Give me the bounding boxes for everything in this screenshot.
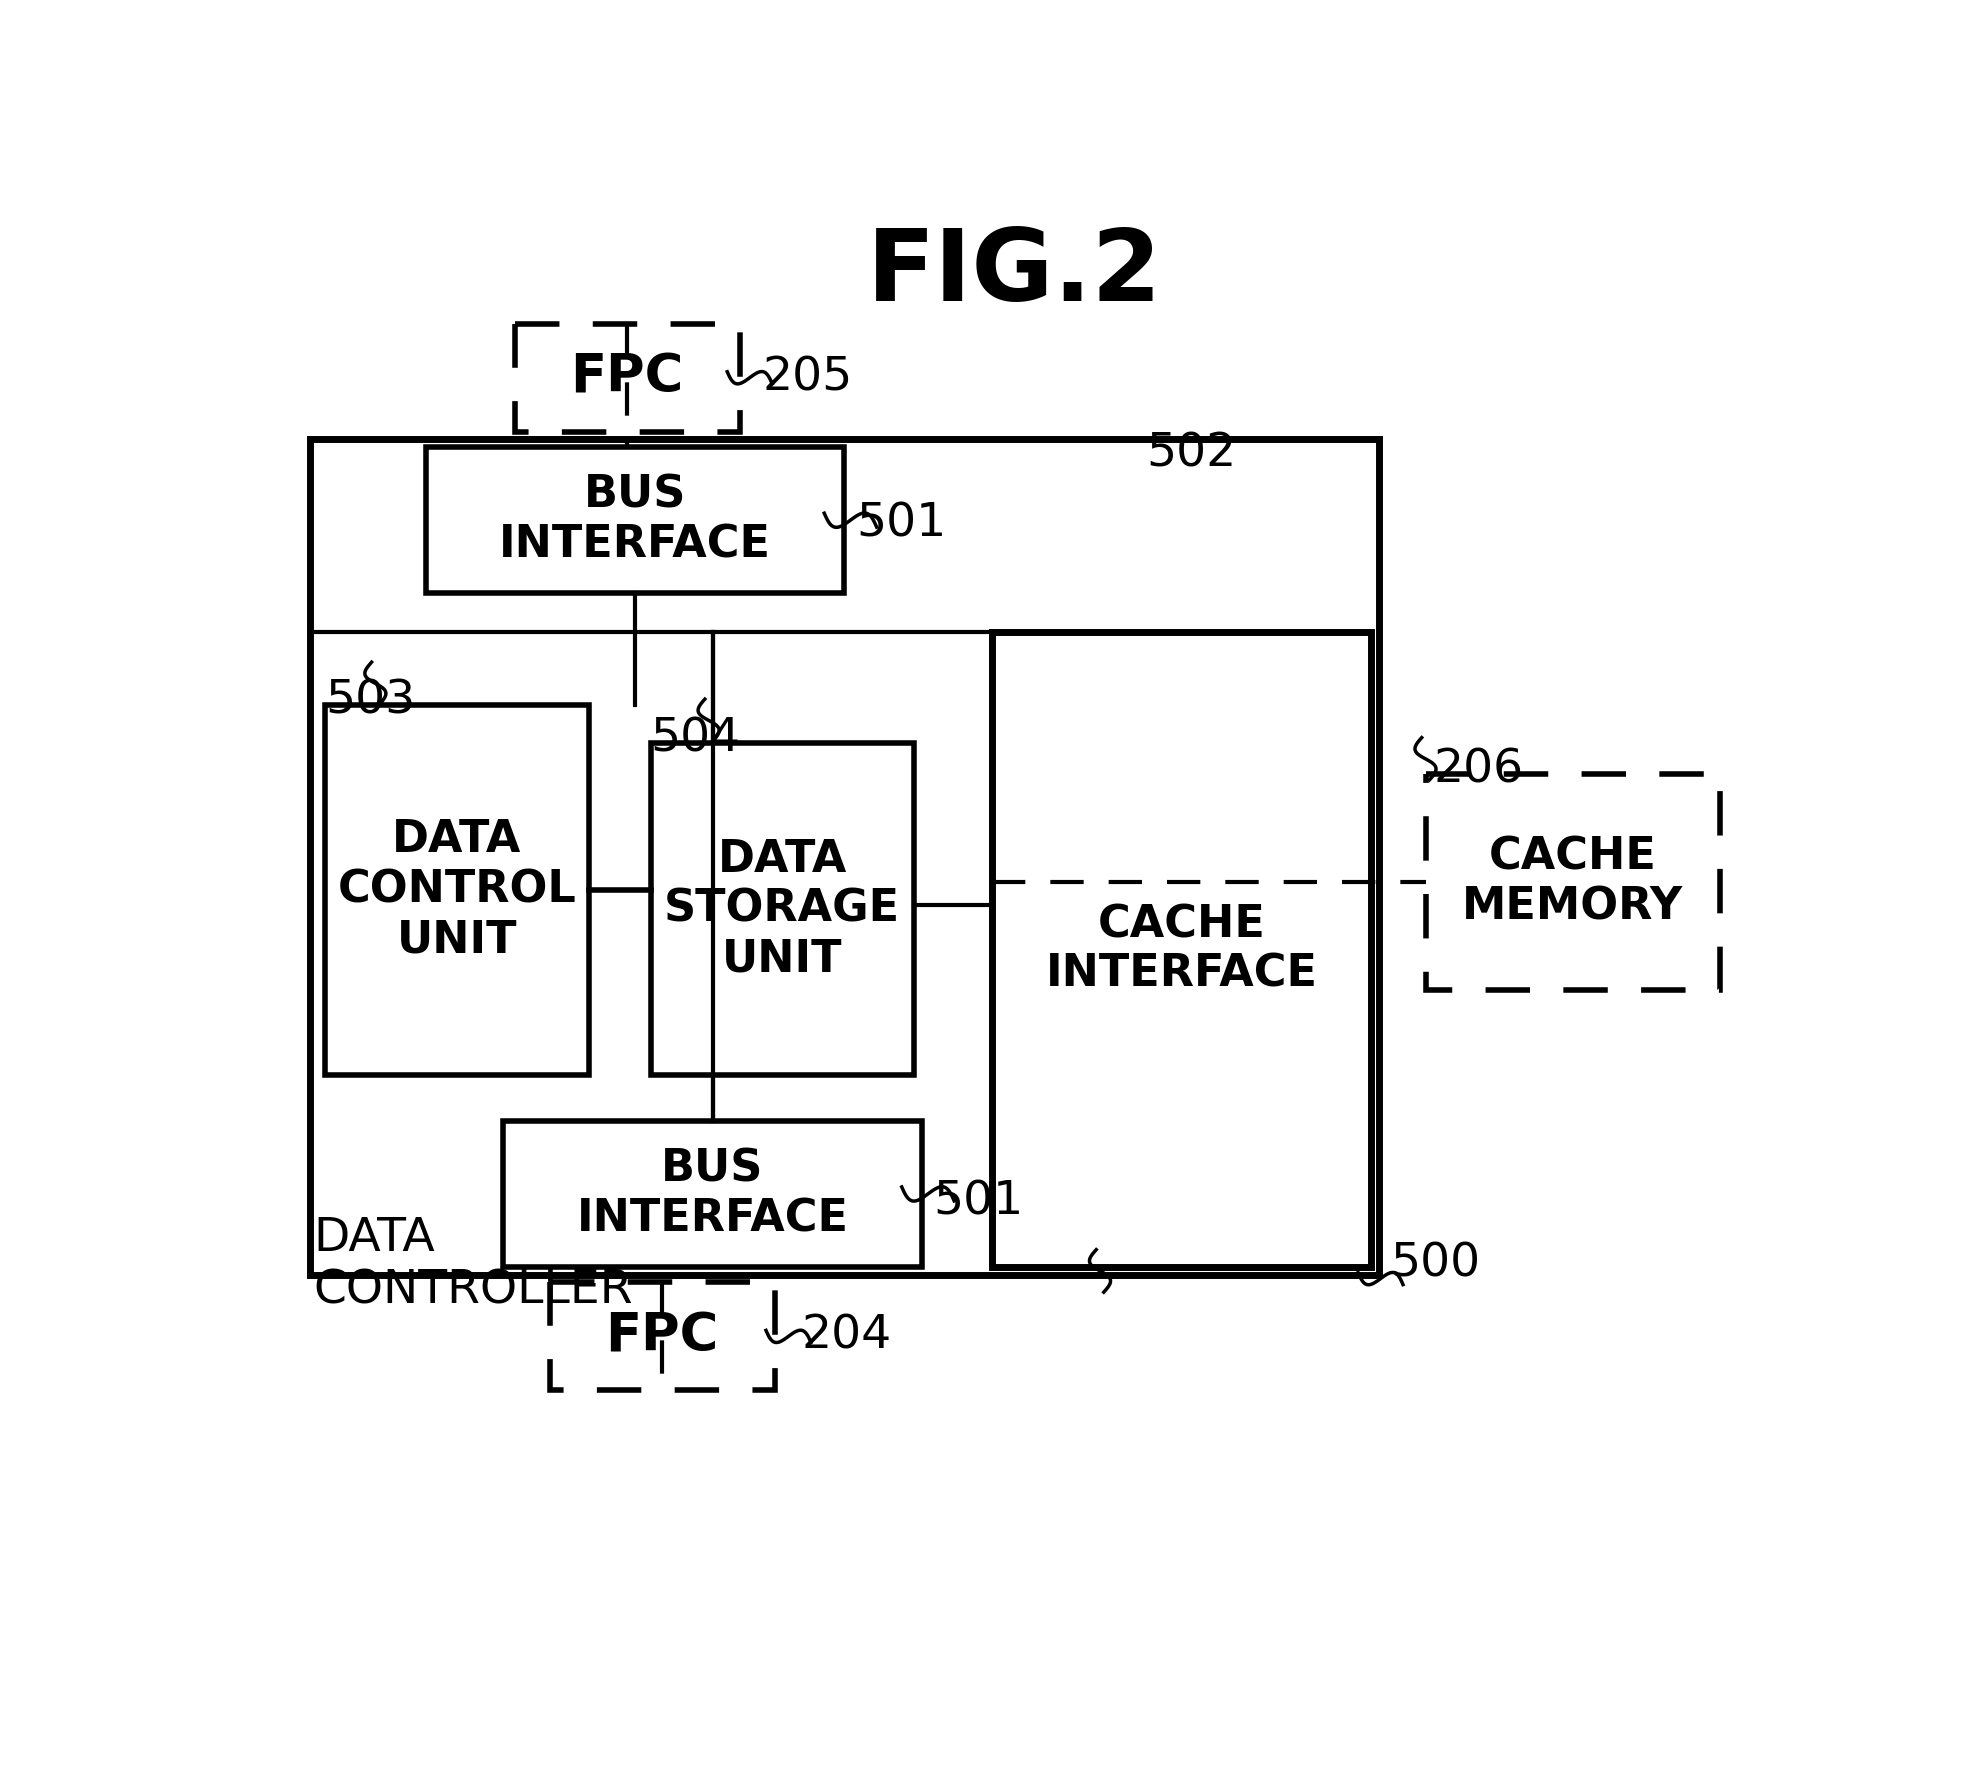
Text: DATA
CONTROL
UNIT: DATA CONTROL UNIT <box>337 819 576 962</box>
Text: DATA
STORAGE
UNIT: DATA STORAGE UNIT <box>663 838 901 979</box>
Text: 500: 500 <box>1390 1241 1481 1287</box>
Text: FPC: FPC <box>570 352 683 403</box>
Text: DATA
CONTROLLER: DATA CONTROLLER <box>313 1216 634 1314</box>
Bar <box>515 324 741 431</box>
Text: BUS
INTERFACE: BUS INTERFACE <box>499 474 770 566</box>
Text: 204: 204 <box>802 1314 891 1360</box>
Text: 205: 205 <box>762 355 853 400</box>
Text: 502: 502 <box>1146 431 1238 477</box>
Text: CACHE
INTERFACE: CACHE INTERFACE <box>1045 903 1317 995</box>
Bar <box>992 631 1372 1268</box>
Bar <box>651 744 915 1075</box>
Bar <box>1426 774 1721 990</box>
Bar <box>309 438 1378 1275</box>
Text: 501: 501 <box>933 1179 1024 1223</box>
Bar <box>426 447 843 594</box>
Text: CACHE
MEMORY: CACHE MEMORY <box>1461 836 1683 928</box>
Text: FIG.2: FIG.2 <box>867 225 1162 322</box>
Text: 503: 503 <box>325 677 416 723</box>
Text: FPC: FPC <box>606 1310 719 1363</box>
Text: 501: 501 <box>855 502 946 546</box>
Text: 504: 504 <box>651 716 741 762</box>
Text: BUS
INTERFACE: BUS INTERFACE <box>576 1147 849 1241</box>
Bar <box>503 1121 923 1268</box>
Bar <box>325 705 588 1075</box>
Bar <box>550 1282 774 1390</box>
Text: 206: 206 <box>1434 748 1523 792</box>
